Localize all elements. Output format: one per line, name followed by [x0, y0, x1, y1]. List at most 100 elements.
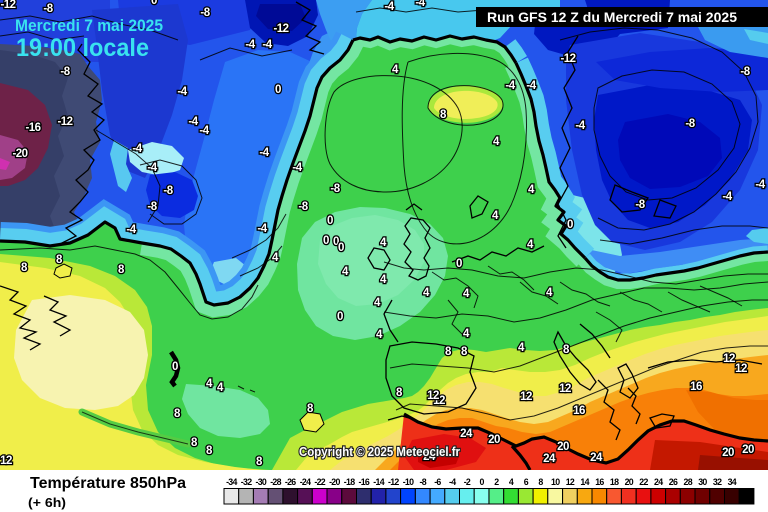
svg-text:12: 12 — [566, 477, 575, 487]
svg-text:-4: -4 — [292, 162, 302, 174]
svg-text:8: 8 — [206, 445, 213, 457]
svg-text:18: 18 — [610, 477, 619, 487]
svg-text:8: 8 — [174, 408, 181, 420]
svg-text:-8: -8 — [419, 477, 426, 487]
svg-text:19:00 locale: 19:00 locale — [16, 34, 149, 62]
svg-text:0: 0 — [327, 215, 333, 227]
svg-text:24: 24 — [423, 451, 436, 463]
svg-text:-8: -8 — [298, 201, 308, 213]
svg-text:-8: -8 — [43, 3, 53, 15]
svg-text:-8: -8 — [60, 66, 70, 78]
svg-text:0: 0 — [275, 84, 281, 96]
svg-text:-4: -4 — [199, 125, 209, 137]
svg-text:0: 0 — [172, 361, 178, 373]
svg-text:-22: -22 — [314, 477, 325, 487]
svg-text:-30: -30 — [255, 477, 266, 487]
svg-text:-24: -24 — [300, 477, 311, 487]
svg-text:4: 4 — [342, 266, 349, 278]
svg-text:4: 4 — [374, 297, 381, 309]
svg-text:0: 0 — [456, 258, 462, 270]
svg-text:-16: -16 — [25, 122, 40, 134]
svg-text:8: 8 — [538, 477, 543, 487]
svg-text:8: 8 — [191, 437, 198, 449]
svg-text:-4: -4 — [575, 120, 585, 132]
svg-text:8: 8 — [21, 262, 28, 274]
svg-text:-18: -18 — [344, 477, 355, 487]
svg-text:-4: -4 — [262, 39, 272, 51]
svg-text:0: 0 — [479, 477, 484, 487]
svg-text:-8: -8 — [330, 183, 340, 195]
svg-text:4: 4 — [527, 239, 534, 251]
svg-text:4: 4 — [272, 252, 279, 264]
svg-text:10: 10 — [551, 477, 560, 487]
svg-text:0: 0 — [151, 0, 157, 7]
svg-text:-34: -34 — [226, 477, 237, 487]
svg-text:12: 12 — [559, 383, 571, 395]
svg-text:12: 12 — [427, 390, 439, 402]
svg-text:24: 24 — [590, 452, 603, 464]
svg-text:4: 4 — [423, 287, 430, 299]
svg-text:0: 0 — [338, 242, 344, 254]
svg-text:-10: -10 — [403, 477, 414, 487]
svg-text:8: 8 — [440, 109, 447, 121]
svg-text:-8: -8 — [163, 185, 173, 197]
svg-text:32: 32 — [713, 477, 722, 487]
svg-text:14: 14 — [580, 477, 589, 487]
svg-text:-12: -12 — [388, 477, 399, 487]
svg-text:-12: -12 — [0, 0, 15, 11]
svg-text:-4: -4 — [259, 147, 269, 159]
svg-text:8: 8 — [307, 403, 314, 415]
svg-text:-20: -20 — [12, 148, 27, 160]
svg-text:16: 16 — [690, 381, 702, 393]
svg-text:12: 12 — [0, 455, 12, 467]
svg-text:-4: -4 — [722, 191, 732, 203]
svg-text:0: 0 — [337, 311, 343, 323]
svg-text:34: 34 — [728, 477, 737, 487]
svg-text:-8: -8 — [200, 7, 210, 19]
svg-text:-4: -4 — [177, 86, 187, 98]
svg-text:Température 850hPa: Température 850hPa — [30, 475, 186, 492]
svg-text:-4: -4 — [384, 1, 394, 13]
svg-text:-2: -2 — [464, 477, 471, 487]
svg-text:30: 30 — [698, 477, 707, 487]
svg-text:24: 24 — [543, 453, 556, 465]
svg-text:4: 4 — [463, 288, 470, 300]
svg-text:-4: -4 — [449, 477, 456, 487]
svg-text:-8: -8 — [635, 199, 645, 211]
svg-text:16: 16 — [573, 405, 585, 417]
svg-text:-8: -8 — [147, 201, 157, 213]
svg-text:12: 12 — [520, 391, 532, 403]
svg-text:-28: -28 — [270, 477, 281, 487]
svg-text:-4: -4 — [755, 179, 765, 191]
svg-text:16: 16 — [595, 477, 604, 487]
svg-text:8: 8 — [445, 346, 452, 358]
svg-text:-4: -4 — [526, 80, 536, 92]
svg-text:12: 12 — [735, 363, 747, 375]
svg-text:-6: -6 — [434, 477, 441, 487]
svg-text:-4: -4 — [188, 116, 198, 128]
svg-text:0: 0 — [567, 219, 573, 231]
svg-text:4: 4 — [376, 329, 383, 341]
svg-text:-12: -12 — [273, 23, 288, 35]
svg-text:Copyright © 2025 Meteociel.fr: Copyright © 2025 Meteociel.fr — [299, 444, 460, 459]
svg-text:8: 8 — [118, 264, 125, 276]
svg-text:4: 4 — [463, 328, 470, 340]
svg-text:-12: -12 — [560, 53, 575, 65]
svg-text:12: 12 — [433, 395, 445, 407]
svg-text:(+ 6h): (+ 6h) — [28, 496, 66, 510]
svg-text:4: 4 — [518, 342, 525, 354]
svg-text:26: 26 — [669, 477, 678, 487]
svg-text:-4: -4 — [245, 39, 255, 51]
svg-text:-8: -8 — [740, 66, 750, 78]
svg-text:4: 4 — [492, 210, 499, 222]
svg-text:20: 20 — [557, 441, 569, 453]
svg-text:6: 6 — [524, 477, 529, 487]
svg-text:20: 20 — [625, 477, 634, 487]
svg-text:0: 0 — [333, 236, 339, 248]
svg-text:Run GFS 12 Z du Mercredi 7 mai: Run GFS 12 Z du Mercredi 7 mai 2025 — [487, 9, 737, 25]
svg-text:4: 4 — [392, 64, 399, 76]
svg-text:4: 4 — [546, 287, 553, 299]
svg-text:8: 8 — [563, 344, 570, 356]
svg-text:12: 12 — [723, 353, 735, 365]
svg-text:-16: -16 — [358, 477, 369, 487]
